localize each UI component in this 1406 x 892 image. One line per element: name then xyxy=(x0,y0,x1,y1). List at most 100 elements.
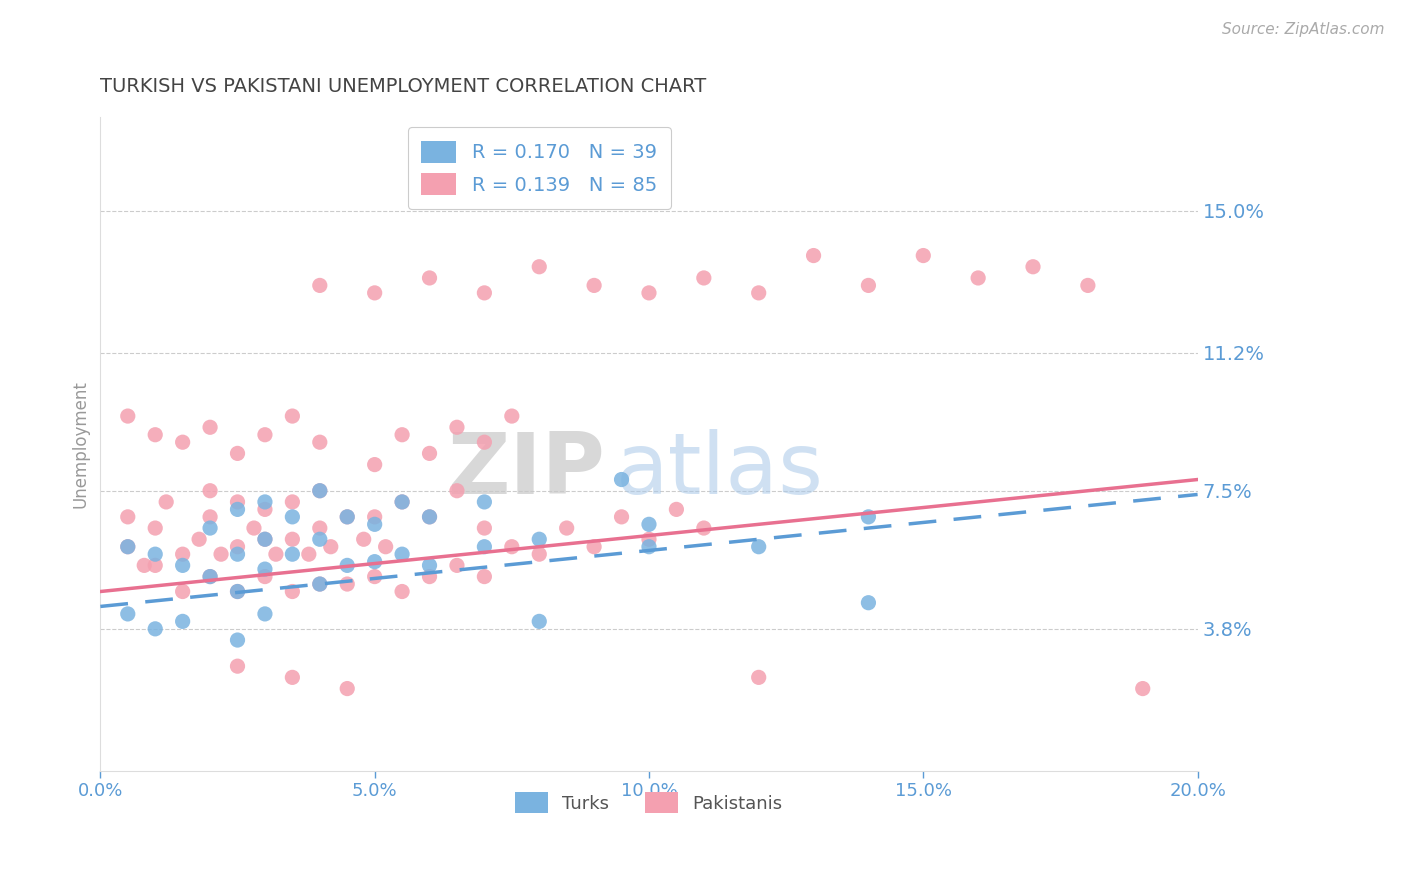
Point xyxy=(1022,260,1045,274)
Point xyxy=(967,271,990,285)
Point xyxy=(336,509,359,524)
Point xyxy=(226,584,249,599)
Point xyxy=(198,420,221,434)
Point xyxy=(474,521,496,535)
Point xyxy=(143,521,166,535)
Point xyxy=(117,607,139,621)
Point xyxy=(253,427,276,442)
Point xyxy=(693,271,716,285)
Point xyxy=(226,446,249,460)
Y-axis label: Unemployment: Unemployment xyxy=(72,380,89,508)
Point xyxy=(243,521,266,535)
Point xyxy=(748,285,770,300)
Point xyxy=(308,435,330,450)
Point xyxy=(172,435,194,450)
Point xyxy=(281,495,304,509)
Point xyxy=(198,521,221,535)
Point xyxy=(308,577,330,591)
Point xyxy=(748,670,770,684)
Point xyxy=(391,495,413,509)
Point xyxy=(198,483,221,498)
Point xyxy=(858,278,880,293)
Point xyxy=(446,558,468,573)
Point xyxy=(253,502,276,516)
Point xyxy=(555,521,578,535)
Point xyxy=(198,569,221,583)
Point xyxy=(912,248,935,262)
Point xyxy=(529,533,551,547)
Point xyxy=(143,622,166,636)
Point xyxy=(1077,278,1099,293)
Point xyxy=(226,584,249,599)
Point xyxy=(253,569,276,583)
Point xyxy=(308,483,330,498)
Point xyxy=(363,517,385,532)
Point xyxy=(281,584,304,599)
Point xyxy=(253,562,276,576)
Point xyxy=(143,427,166,442)
Point xyxy=(281,409,304,423)
Point xyxy=(418,569,440,583)
Point xyxy=(226,495,249,509)
Point xyxy=(264,547,287,561)
Point xyxy=(308,483,330,498)
Point xyxy=(308,521,330,535)
Point xyxy=(281,670,304,684)
Point xyxy=(117,409,139,423)
Point xyxy=(391,547,413,561)
Point xyxy=(418,271,440,285)
Point xyxy=(501,409,523,423)
Point xyxy=(281,533,304,547)
Point xyxy=(391,427,413,442)
Point xyxy=(172,584,194,599)
Point xyxy=(1132,681,1154,696)
Point xyxy=(529,615,551,629)
Point xyxy=(418,446,440,460)
Point xyxy=(353,533,375,547)
Point xyxy=(226,547,249,561)
Point xyxy=(226,659,249,673)
Point xyxy=(172,615,194,629)
Point xyxy=(583,278,606,293)
Point xyxy=(446,420,468,434)
Point xyxy=(336,509,359,524)
Point xyxy=(117,540,139,554)
Point xyxy=(134,558,156,573)
Point xyxy=(610,473,633,487)
Point xyxy=(319,540,342,554)
Point xyxy=(336,681,359,696)
Point xyxy=(363,569,385,583)
Text: TURKISH VS PAKISTANI UNEMPLOYMENT CORRELATION CHART: TURKISH VS PAKISTANI UNEMPLOYMENT CORREL… xyxy=(100,78,707,96)
Point xyxy=(501,540,523,554)
Point xyxy=(363,555,385,569)
Point xyxy=(391,584,413,599)
Point xyxy=(308,577,330,591)
Point xyxy=(638,285,661,300)
Point xyxy=(298,547,321,561)
Point xyxy=(198,569,221,583)
Point xyxy=(363,458,385,472)
Point xyxy=(474,435,496,450)
Point xyxy=(638,540,661,554)
Point xyxy=(363,285,385,300)
Point xyxy=(143,558,166,573)
Point xyxy=(474,285,496,300)
Point xyxy=(143,547,166,561)
Point xyxy=(610,509,633,524)
Text: atlas: atlas xyxy=(616,429,824,512)
Point xyxy=(117,540,139,554)
Point xyxy=(858,596,880,610)
Point xyxy=(117,509,139,524)
Point xyxy=(281,547,304,561)
Legend: Turks, Pakistanis: Turks, Pakistanis xyxy=(508,785,790,821)
Point xyxy=(336,577,359,591)
Point xyxy=(188,533,211,547)
Point xyxy=(155,495,177,509)
Point xyxy=(374,540,396,554)
Point xyxy=(665,502,688,516)
Point xyxy=(336,558,359,573)
Point xyxy=(638,533,661,547)
Point xyxy=(474,540,496,554)
Text: Source: ZipAtlas.com: Source: ZipAtlas.com xyxy=(1222,22,1385,37)
Point xyxy=(172,547,194,561)
